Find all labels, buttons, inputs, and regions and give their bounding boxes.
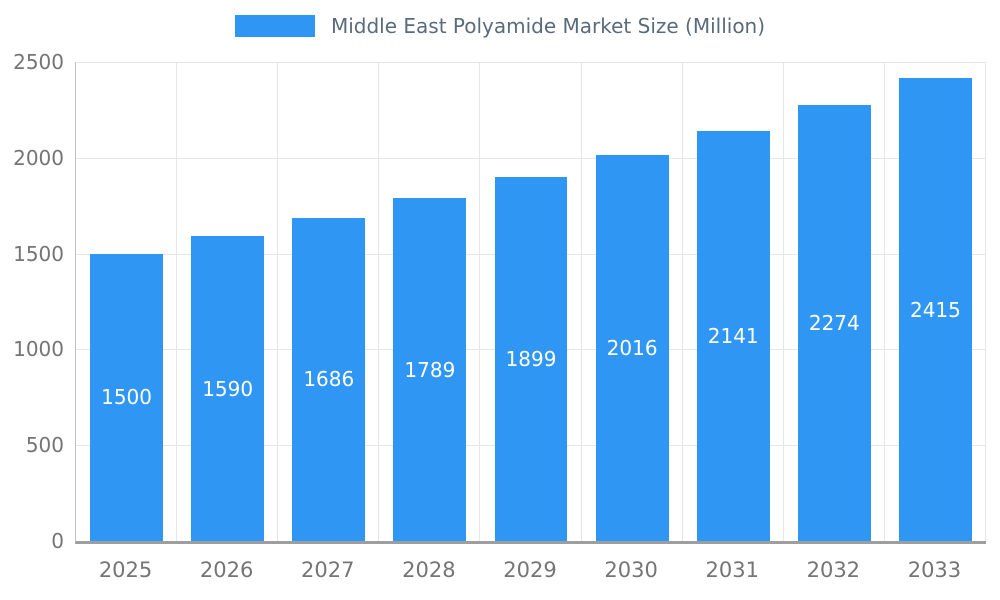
category-band: 1899 <box>480 62 581 541</box>
x-tick-label: 2030 <box>604 558 658 582</box>
x-tick-label: 2027 <box>301 558 355 582</box>
bar-value-label: 2141 <box>707 323 759 348</box>
v-gridline <box>782 62 784 541</box>
x-tick-label: 2026 <box>199 558 254 582</box>
plot-area: 1500 1590 1686 1789 1899 2016 2141 2274 2415 <box>75 62 986 544</box>
bar: 1789 <box>393 198 467 541</box>
y-tick-label: 1500 <box>13 241 64 266</box>
bar: 1590 <box>191 236 265 541</box>
bar: 1500 <box>90 253 163 541</box>
x-tick-label: 2029 <box>503 558 557 582</box>
bar-value-label: 2274 <box>808 311 860 336</box>
y-tick-label: 2000 <box>13 145 64 170</box>
bar: 1899 <box>494 177 568 541</box>
bar: 2415 <box>899 78 972 541</box>
bar: 2016 <box>595 154 669 541</box>
category-band: 1686 <box>278 62 379 541</box>
bar-value-label: 1789 <box>404 357 456 382</box>
v-gridline <box>580 62 582 541</box>
category-band: 2415 <box>885 62 986 541</box>
h-gridline <box>76 157 986 159</box>
category-band: 1500 <box>76 62 177 541</box>
legend-swatch <box>234 15 315 37</box>
y-tick-label: 2500 <box>13 50 64 74</box>
v-gridline <box>277 62 279 541</box>
h-gridline <box>76 62 986 63</box>
v-gridline <box>378 62 380 541</box>
category-band: 1590 <box>177 62 278 541</box>
x-tick-label: 2033 <box>907 558 962 582</box>
bar-value-label: 1686 <box>303 367 355 392</box>
bar-value-label: 2415 <box>909 297 961 322</box>
y-tick-label: 1000 <box>13 337 64 362</box>
y-axis: 0 500 1000 1500 2000 2500 <box>0 50 64 553</box>
v-gridline <box>985 62 986 541</box>
chart-title: Middle East Polyamide Market Size (Milli… <box>330 14 766 38</box>
x-axis: 2025 2026 2027 2028 2029 2030 2031 2032 2033 <box>75 552 985 592</box>
bar-value-label: 1590 <box>202 376 254 401</box>
v-gridline <box>176 62 178 541</box>
v-gridline <box>681 62 683 541</box>
y-tick-label: 0 <box>51 529 64 553</box>
x-tick-label: 2031 <box>705 558 759 582</box>
bar-value-label: 1500 <box>101 385 152 410</box>
category-band: 1789 <box>379 62 480 541</box>
category-band: 2016 <box>582 62 683 541</box>
v-gridline <box>883 62 885 541</box>
x-tick-label: 2032 <box>806 558 861 582</box>
bar: 2141 <box>696 130 770 541</box>
v-gridline <box>479 62 481 541</box>
bar: 2274 <box>797 105 871 541</box>
category-band: 2141 <box>683 62 784 541</box>
chart-legend: Middle East Polyamide Market Size (Milli… <box>0 14 1000 38</box>
bar-value-label: 1899 <box>505 347 557 372</box>
x-tick-label: 2025 <box>98 558 153 582</box>
bar: 1686 <box>292 217 366 541</box>
category-band: 2274 <box>784 62 885 541</box>
y-tick-label: 500 <box>25 433 64 458</box>
x-tick-label: 2028 <box>402 558 456 582</box>
bar-value-label: 2016 <box>606 335 658 360</box>
